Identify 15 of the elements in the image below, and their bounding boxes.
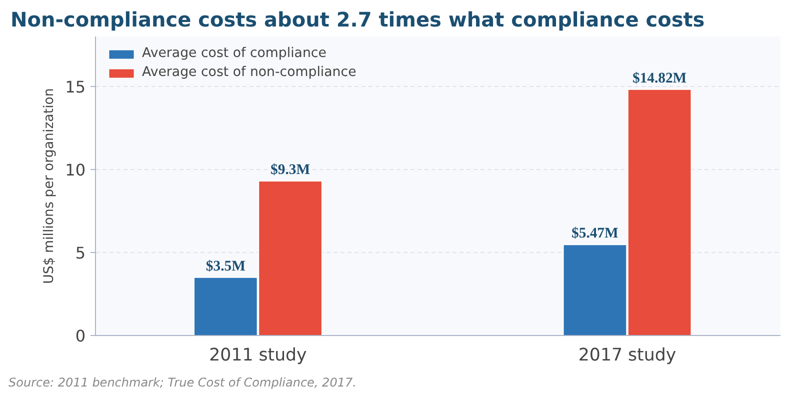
data-label: $5.47M	[572, 226, 619, 242]
legend-label: Average cost of compliance	[142, 46, 326, 61]
x-tick-label: 2011 study	[209, 346, 307, 366]
data-label: $3.5M	[206, 258, 246, 274]
y-tick-label: 15	[65, 77, 86, 96]
y-tick-label: 10	[65, 160, 86, 180]
data-label: $14.82M	[632, 70, 687, 86]
x-tick-label: 2017 study	[578, 346, 676, 366]
legend-label: Average cost of non-compliance	[142, 65, 356, 80]
y-axis-title: US$ millions per organization	[42, 88, 58, 284]
chart-title: Non-compliance costs about 2.7 times what compliance costs	[10, 8, 705, 32]
source-note: Source: 2011 benchmark; True Cost of Compliance, 2017.	[8, 376, 356, 390]
data-label: $9.3M	[270, 162, 310, 178]
y-tick-label: 5	[75, 243, 86, 262]
y-tick-label: 0	[75, 326, 86, 346]
